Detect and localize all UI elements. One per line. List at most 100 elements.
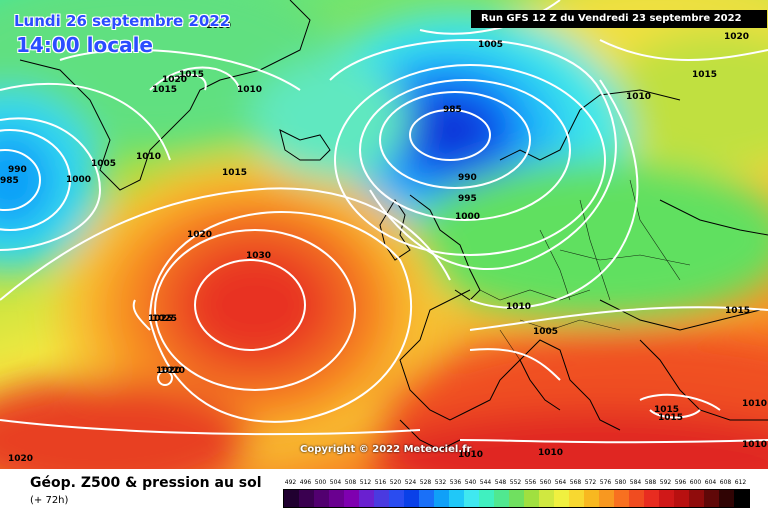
color-scale-swatch bbox=[464, 490, 479, 507]
isobar-label: 1005 bbox=[91, 159, 116, 169]
color-scale-swatch bbox=[734, 490, 749, 507]
color-scale-label: 576 bbox=[599, 479, 612, 486]
color-scale-swatch bbox=[644, 490, 659, 507]
forecast-offset: (+ 72h) bbox=[30, 495, 69, 506]
color-scale-swatch bbox=[479, 490, 494, 507]
color-scale-label: 536 bbox=[449, 479, 462, 486]
color-scale-label: 532 bbox=[434, 479, 447, 486]
color-scale-label: 560 bbox=[539, 479, 552, 486]
color-scale-swatch bbox=[434, 490, 449, 507]
isobar-label: 1005 bbox=[533, 327, 558, 337]
color-scale-label: 600 bbox=[689, 479, 702, 486]
color-scale-label: 608 bbox=[719, 479, 732, 486]
color-scale-label: 524 bbox=[404, 479, 417, 486]
color-scale-swatch bbox=[404, 490, 419, 507]
color-scale-swatch bbox=[599, 490, 614, 507]
color-scale-label: 604 bbox=[704, 479, 717, 486]
isobar-label: 1010 bbox=[136, 152, 161, 162]
color-scale-label: 492 bbox=[284, 479, 297, 486]
color-scale-label: 516 bbox=[374, 479, 387, 486]
color-scale-label: 548 bbox=[494, 479, 507, 486]
color-scale-label: 500 bbox=[314, 479, 327, 486]
color-scale-swatch bbox=[554, 490, 569, 507]
color-scale-swatch bbox=[344, 490, 359, 507]
isobar-label: 1000 bbox=[66, 175, 91, 185]
color-scale-label: 512 bbox=[359, 479, 372, 486]
forecast-time: 14:00 locale bbox=[16, 33, 153, 57]
isobar-label: 1010 bbox=[237, 85, 262, 95]
color-scale-swatch bbox=[329, 490, 344, 507]
color-scale-swatch bbox=[374, 490, 389, 507]
isobar-label: 1030 bbox=[206, 21, 231, 31]
color-scale-label: 572 bbox=[584, 479, 597, 486]
color-scale-label: 552 bbox=[509, 479, 522, 486]
color-scale-swatch bbox=[569, 490, 584, 507]
weather-map: 1030 1030 1025 1020 1015 1005 1010 1000 … bbox=[0, 0, 768, 469]
isobar-label: 1010 bbox=[458, 450, 483, 460]
color-scale-swatch bbox=[359, 490, 374, 507]
color-scale-label: 592 bbox=[659, 479, 672, 486]
forecast-date: Lundi 26 septembre 2022 bbox=[14, 12, 231, 30]
color-scale-swatch bbox=[449, 490, 464, 507]
isobar-label: 1010 bbox=[626, 92, 651, 102]
isobar-label: 1015 bbox=[152, 85, 177, 95]
color-scale-swatch bbox=[539, 490, 554, 507]
color-scale-label: 508 bbox=[344, 479, 357, 486]
color-scale-label: 584 bbox=[629, 479, 642, 486]
isobar-label: 1020 bbox=[8, 454, 33, 464]
isobar-label: 1025 bbox=[152, 314, 177, 324]
isobar-labels: 1030 1030 1025 1020 1015 1005 1010 1000 … bbox=[0, 21, 767, 464]
color-scale-label: 588 bbox=[644, 479, 657, 486]
isobar-label: 990 bbox=[8, 165, 27, 175]
color-scale-swatch bbox=[314, 490, 329, 507]
color-scale-label: 520 bbox=[389, 479, 402, 486]
color-scale-swatch bbox=[629, 490, 644, 507]
isobar-label: 1020 bbox=[162, 75, 187, 85]
color-scale-label: 580 bbox=[614, 479, 627, 486]
isobar-label: 1020 bbox=[724, 32, 749, 42]
color-scale-label: 544 bbox=[479, 479, 492, 486]
color-scale-label: 556 bbox=[524, 479, 537, 486]
isobar-label: 1015 bbox=[222, 168, 247, 178]
isobar-label: 985 bbox=[0, 176, 19, 186]
color-scale-swatch bbox=[659, 490, 674, 507]
color-scale-labels: 492 496 500 504 508 512 516 520 524 528 532 536 540 5… bbox=[283, 479, 753, 488]
color-scale-label: 612 bbox=[734, 479, 747, 486]
isobar-label: 1015 bbox=[654, 405, 679, 415]
color-scale-swatch bbox=[719, 490, 734, 507]
run-info: Run GFS 12 Z du Vendredi 23 septembre 20… bbox=[471, 10, 767, 28]
color-scale-swatch bbox=[614, 490, 629, 507]
isobar-label: 1015 bbox=[179, 70, 204, 80]
isobar-label: 1005 bbox=[478, 40, 503, 50]
color-scale-swatch bbox=[509, 490, 524, 507]
color-scale-swatch bbox=[674, 490, 689, 507]
footer: Géop. Z500 & pression au sol (+ 72h) 492… bbox=[0, 469, 768, 512]
color-scale-label: 564 bbox=[554, 479, 567, 486]
color-scale-swatch bbox=[704, 490, 719, 507]
color-scale-label: 528 bbox=[419, 479, 432, 486]
copyright: Copyright © 2022 Meteociel.fr bbox=[300, 444, 472, 455]
color-scale-swatch bbox=[284, 490, 299, 507]
color-scale-swatch bbox=[689, 490, 704, 507]
isobar-label: 1030 bbox=[246, 251, 271, 261]
isobars bbox=[0, 0, 768, 442]
isobar-label: 1025 bbox=[148, 314, 173, 324]
borders bbox=[479, 179, 691, 361]
color-scale-swatch bbox=[494, 490, 509, 507]
isobar-label: 1020 bbox=[160, 366, 185, 376]
color-scale-swatch bbox=[389, 490, 404, 507]
color-scale-swatch bbox=[524, 490, 539, 507]
isobar-label: 1015 bbox=[692, 70, 717, 80]
isobar-label: 985 bbox=[443, 105, 462, 115]
color-scale-label: 496 bbox=[299, 479, 312, 486]
isobar-label: 1015 bbox=[725, 306, 750, 316]
geopotential-field bbox=[0, 0, 768, 469]
color-scale-label: 568 bbox=[569, 479, 582, 486]
isobar-label: 1010 bbox=[742, 399, 767, 409]
isobar-label: 1020 bbox=[156, 366, 181, 376]
isobar-label: 990 bbox=[458, 173, 477, 183]
isobar-label: 1010 bbox=[506, 302, 531, 312]
isobar-label: 1000 bbox=[455, 212, 480, 222]
isobar-label: 1010 bbox=[742, 440, 767, 450]
